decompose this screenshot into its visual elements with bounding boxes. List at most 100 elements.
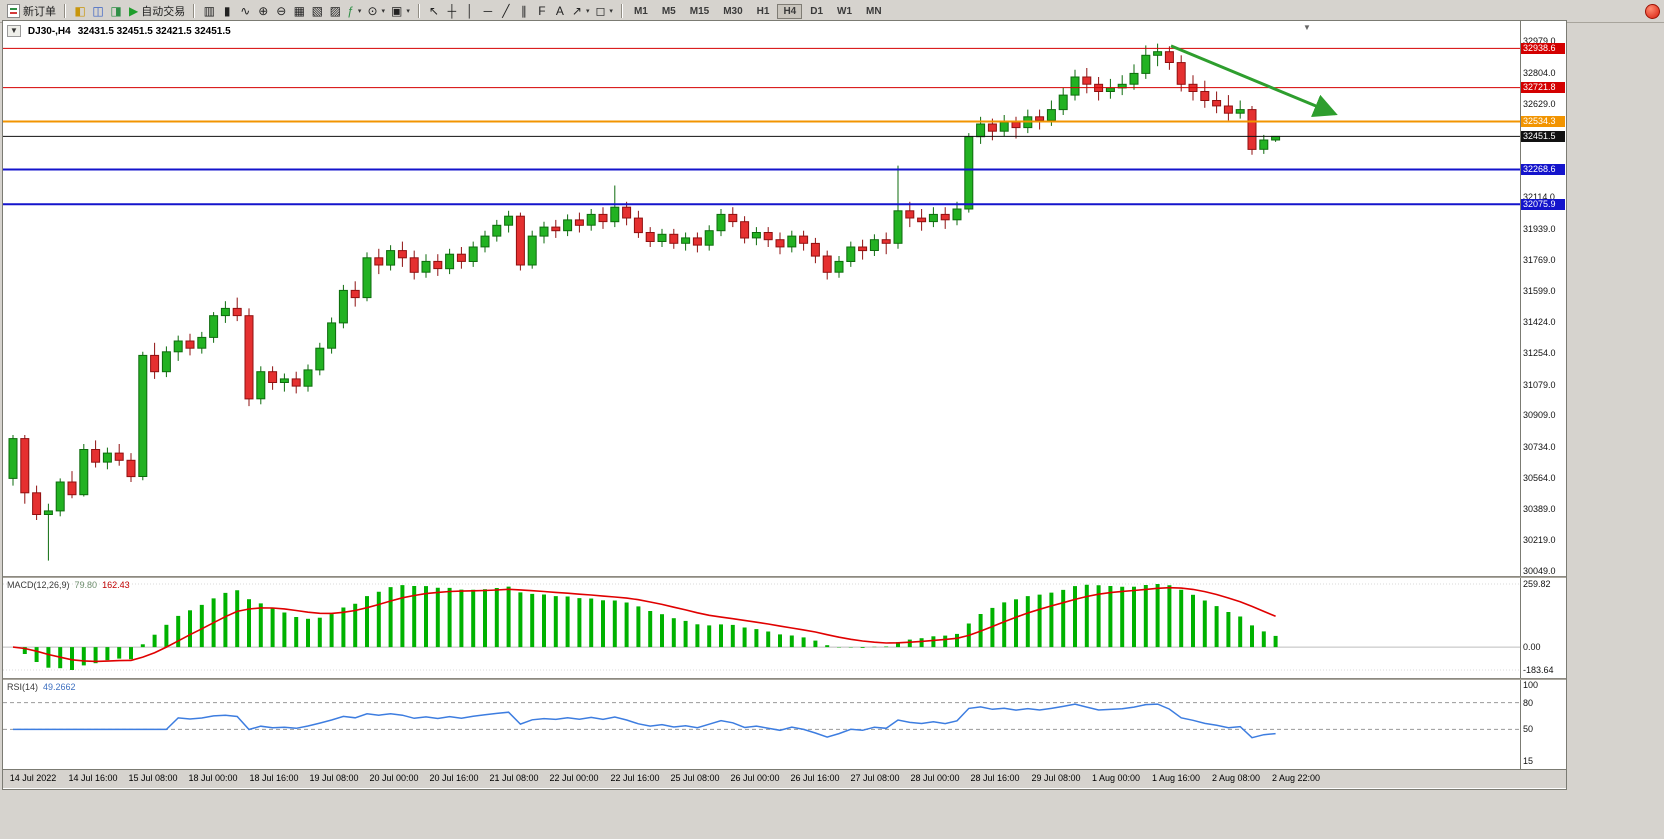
price-tick-label: 30909.0 (1523, 410, 1556, 420)
line-chart-icon: ∿ (240, 4, 251, 18)
price-tick-label: 30389.0 (1523, 504, 1556, 514)
time-label: 27 Jul 08:00 (850, 773, 900, 783)
periods-button[interactable]: ⊙ ▾ (364, 3, 388, 20)
price-tick-label: 30564.0 (1523, 473, 1556, 483)
zoom-in-icon: ⊕ (258, 4, 269, 18)
time-label: 20 Jul 16:00 (429, 773, 479, 783)
crosshair-button[interactable]: ┼ (443, 3, 461, 20)
level-price-badge: 32534.3 (1521, 116, 1565, 127)
text-button[interactable]: A (551, 3, 569, 20)
time-axis[interactable]: 14 Jul 2022 14 Jul 16:00 15 Jul 08:00 18 Ju… (3, 769, 1566, 788)
rsi-name: RSI(14) (7, 682, 39, 692)
macd-tick-label: -183.64 (1523, 665, 1554, 675)
price-tick-label: 31939.0 (1523, 224, 1556, 234)
time-label: 2 Aug 22:00 (1271, 773, 1321, 783)
trendline-button[interactable]: ╱ (497, 3, 515, 20)
shapes-button[interactable]: ◻ ▾ (592, 3, 615, 20)
rsi-axis[interactable]: 100 80 50 15 (1521, 680, 1565, 769)
price-tick-label: 32804.0 (1523, 68, 1556, 78)
chart-profiles-button[interactable]: ▨ (326, 3, 344, 20)
candlestick-button[interactable]: ▮ (218, 3, 236, 20)
new-order-button[interactable]: 新订单 (4, 3, 59, 20)
macd-signal-value: 162.43 (102, 580, 130, 590)
price-tick-label: 32979.0 (1523, 36, 1556, 46)
vertical-line-icon: │ (466, 4, 474, 18)
time-label: 1 Aug 00:00 (1091, 773, 1141, 783)
navigator-button[interactable]: ◫ (89, 3, 107, 20)
time-label: 1 Aug 16:00 (1151, 773, 1201, 783)
tf-button-m5[interactable]: M5 (656, 4, 682, 19)
market-watch-button[interactable]: ◧ (71, 3, 89, 20)
toolbar-separator (193, 4, 196, 18)
crosshair-icon: ┼ (447, 4, 457, 18)
tf-button-m15[interactable]: M15 (684, 4, 715, 19)
tf-button-m30[interactable]: M30 (717, 4, 748, 19)
horizontal-line-button[interactable]: ─ (479, 3, 497, 20)
candlestick-icon: ▮ (223, 4, 231, 18)
pane-splitter[interactable] (3, 576, 1566, 578)
macd-tick-label: 0.00 (1523, 642, 1541, 652)
time-label: 22 Jul 00:00 (549, 773, 599, 783)
macd-label: MACD(12,26,9) 79.80 162.43 (7, 580, 130, 590)
channel-button[interactable]: ∥ (515, 3, 533, 20)
notification-icon[interactable] (1645, 3, 1660, 19)
rsi-tick-label: 80 (1523, 698, 1534, 708)
fibonacci-button[interactable]: F (533, 3, 551, 20)
drawing-tools-group: ↖ ┼ │ ─ ╱ ∥ F A ↗ ▾ ◻ ▾ (425, 3, 616, 20)
rsi-pane[interactable]: RSI(14) 49.2662 (3, 680, 1521, 769)
tile-windows-button[interactable]: ▦ (290, 3, 308, 20)
bar-chart-button[interactable]: ▥ (200, 3, 218, 20)
toolbar-separator (417, 4, 420, 18)
trend-arrow-annotation[interactable] (1170, 44, 1338, 117)
price-canvas[interactable] (3, 21, 1520, 576)
indicators-button[interactable]: ƒ ▾ (344, 3, 364, 20)
new-chart-button[interactable]: ▧ (308, 3, 326, 20)
time-label: 14 Jul 16:00 (68, 773, 118, 783)
time-label: 14 Jul 2022 (9, 773, 57, 783)
tf-button-m1[interactable]: M1 (628, 4, 654, 19)
price-axis[interactable]: 32979.0 32804.0 32629.0 32114.0 31939.0 31769… (1521, 21, 1565, 576)
terminal-button[interactable]: ◨ (107, 3, 125, 20)
price-tick-label: 31769.0 (1523, 255, 1556, 265)
one-click-trading-toggle[interactable]: ▼ (7, 25, 21, 37)
rsi-canvas[interactable] (3, 680, 1520, 769)
price-tick-label: 31254.0 (1523, 348, 1556, 358)
chart-ohlc-header: ▼ DJ30-,H4 32431.5 32451.5 32421.5 32451… (7, 25, 231, 37)
tf-button-h4[interactable]: H4 (777, 3, 803, 19)
time-label: 25 Jul 08:00 (670, 773, 720, 783)
pane-splitter[interactable] (3, 678, 1566, 680)
time-label: 15 Jul 08:00 (128, 773, 178, 783)
dropdown-caret-icon: ▾ (585, 8, 590, 15)
tf-button-d1[interactable]: D1 (804, 4, 829, 19)
zoom-out-button[interactable]: ⊖ (272, 3, 290, 20)
cursor-button[interactable]: ↖ (425, 3, 443, 20)
level-price-badge: 32721.8 (1521, 82, 1565, 93)
macd-pane[interactable]: MACD(12,26,9) 79.80 162.43 (3, 578, 1521, 678)
macd-tick-label: 259.82 (1523, 579, 1551, 589)
macd-signal-line (12, 586, 1276, 663)
vertical-line-button[interactable]: │ (461, 3, 479, 20)
chart-shift-marker[interactable]: ▼ (1303, 23, 1311, 32)
rsi-tick-label: 15 (1523, 756, 1534, 766)
autotrading-button[interactable]: ▶ 自动交易 (126, 3, 188, 20)
chart-ohlc-quote: 32431.5 32451.5 32421.5 32451.5 (77, 25, 231, 37)
tf-button-w1[interactable]: W1 (831, 4, 858, 19)
level-price-badge: 32268.6 (1521, 164, 1565, 175)
macd-canvas[interactable] (3, 578, 1520, 678)
arrows-button[interactable]: ↗ ▾ (569, 3, 593, 20)
panel-toggle-group: ◧ ◫ ◨ (71, 3, 125, 20)
macd-axis[interactable]: 259.82 0.00 -183.64 (1521, 578, 1565, 678)
toolbar-separator (620, 4, 623, 18)
tf-button-mn[interactable]: MN (860, 4, 888, 19)
line-chart-button[interactable]: ∿ (236, 3, 254, 20)
time-label: 28 Jul 00:00 (910, 773, 960, 783)
main-toolbar: 新订单 ◧ ◫ ◨ ▶ 自动交易 ▥ ▮ ∿ ⊕ ⊖ ▦ ▧ ▨ ƒ ▾ ⊙ ▾ ▣ ▾ ↖ ┼ │ ─ ╱ ∥ F A ↗ ▾… (0, 0, 1664, 23)
horizontal-level-lines[interactable] (3, 47, 1520, 206)
dropdown-caret-icon: ▾ (357, 8, 362, 15)
zoom-in-button[interactable]: ⊕ (254, 3, 272, 20)
price-chart-area[interactable]: ▼ DJ30-,H4 32431.5 32451.5 32421.5 32451… (3, 21, 1521, 576)
tile-windows-icon: ▦ (293, 4, 305, 18)
templates-button[interactable]: ▣ ▾ (388, 3, 413, 20)
dropdown-caret-icon: ▾ (406, 8, 410, 15)
tf-button-h1[interactable]: H1 (751, 4, 776, 19)
